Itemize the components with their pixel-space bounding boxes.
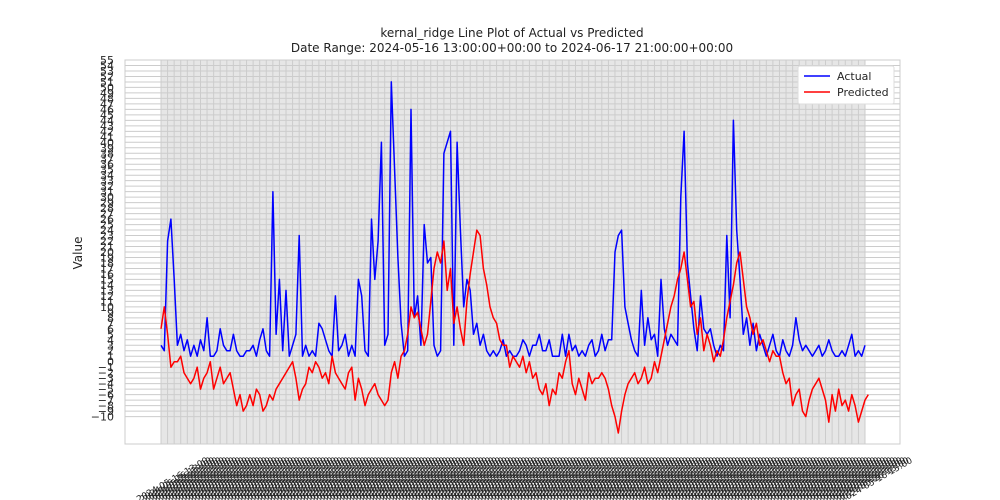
y-tick-label: 27 <box>100 208 114 221</box>
y-tick-label: 40 <box>100 136 114 149</box>
y-tick-label: 6 <box>107 323 114 336</box>
y-tick-label: 21 <box>100 241 114 254</box>
y-tick-label: 10 <box>100 301 114 314</box>
y-tick-label: −3 <box>98 372 114 385</box>
y-tick-label: 24 <box>100 224 114 237</box>
y-tick-label: 42 <box>100 125 114 138</box>
y-tick-label: 9 <box>107 306 114 319</box>
y-tick-label: −10 <box>91 411 114 424</box>
y-tick-label: 15 <box>100 273 114 286</box>
y-tick-label: 7 <box>107 317 114 330</box>
y-tick-label: 13 <box>100 284 114 297</box>
chart-subtitle: Date Range: 2024-05-16 13:00:00+00:00 to… <box>290 41 734 55</box>
y-tick-label: 54 <box>100 59 114 72</box>
y-tick-label: 52 <box>100 70 114 83</box>
y-tick-label: 17 <box>100 262 114 275</box>
y-tick-label: −7 <box>98 394 114 407</box>
y-tick-label: 45 <box>100 109 114 122</box>
y-tick-label: 44 <box>100 114 114 127</box>
y-tick-label: 53 <box>100 65 114 78</box>
legend: Actual Predicted <box>797 65 895 105</box>
y-tick-label: 18 <box>100 257 114 270</box>
y-tick-label: 23 <box>100 230 114 243</box>
y-tick-label: 36 <box>100 158 114 171</box>
y-axis-label: Value <box>71 237 85 270</box>
y-tick-label: 3 <box>107 339 114 352</box>
y-tick-label: 11 <box>100 295 114 308</box>
y-tick-label: 8 <box>107 312 114 325</box>
y-tick-label: 34 <box>100 169 114 182</box>
y-tick-labels: −10−9−8−7−6−5−4−3−2−10123456789101112131… <box>91 54 114 424</box>
y-tick-label: 16 <box>100 268 114 281</box>
y-tick-label: 43 <box>100 120 114 133</box>
y-tick-label: 39 <box>100 142 114 155</box>
y-tick-label: 5 <box>107 328 114 341</box>
y-tick-label: 26 <box>100 213 114 226</box>
y-tick-label: −4 <box>98 378 114 391</box>
y-tick-label: 28 <box>100 202 114 215</box>
y-tick-label: 14 <box>100 279 114 292</box>
y-tick-label: 33 <box>100 175 114 188</box>
legend-actual-label: Actual <box>837 70 871 83</box>
y-tick-label: 48 <box>100 92 114 105</box>
y-tick-label: 0 <box>107 356 114 369</box>
series-lines <box>160 81 869 434</box>
y-grid <box>125 59 900 418</box>
y-tick-label: −9 <box>98 405 114 418</box>
y-tick-label: −1 <box>98 361 114 374</box>
y-tick-label: 37 <box>100 153 114 166</box>
y-tick-label: 31 <box>100 186 114 199</box>
y-tick-label: 51 <box>100 76 114 89</box>
y-tick-label: 49 <box>100 87 114 100</box>
y-tick-label: 25 <box>100 219 114 232</box>
y-tick-label: 32 <box>100 180 114 193</box>
y-tick-label: 55 <box>100 54 114 67</box>
y-tick-label: 19 <box>100 251 114 264</box>
y-tick-label: 50 <box>100 81 114 94</box>
y-tick-label: 2 <box>107 345 114 358</box>
legend-predicted-label: Predicted <box>837 86 889 99</box>
y-tick-label: 20 <box>100 246 114 259</box>
y-tick-label: 46 <box>100 103 114 116</box>
y-tick-label: 38 <box>100 147 114 160</box>
y-tick-label: 12 <box>100 290 114 303</box>
chart-title: kernal_ridge Line Plot of Actual vs Pred… <box>380 26 644 40</box>
y-tick-label: 29 <box>100 197 114 210</box>
y-tick-label: −6 <box>98 389 114 402</box>
y-tick-label: −5 <box>98 383 114 396</box>
series-line-predicted <box>160 229 869 434</box>
y-tick-label: 1 <box>107 350 114 363</box>
y-tick-label: 35 <box>100 164 114 177</box>
y-tick-label: −8 <box>98 400 114 413</box>
y-tick-label: 47 <box>100 98 114 111</box>
y-tick-label: 22 <box>100 235 114 248</box>
y-tick-label: 4 <box>107 334 114 347</box>
y-tick-label: −2 <box>98 367 114 380</box>
y-tick-label: 30 <box>100 191 114 204</box>
y-tick-label: 41 <box>100 131 114 144</box>
